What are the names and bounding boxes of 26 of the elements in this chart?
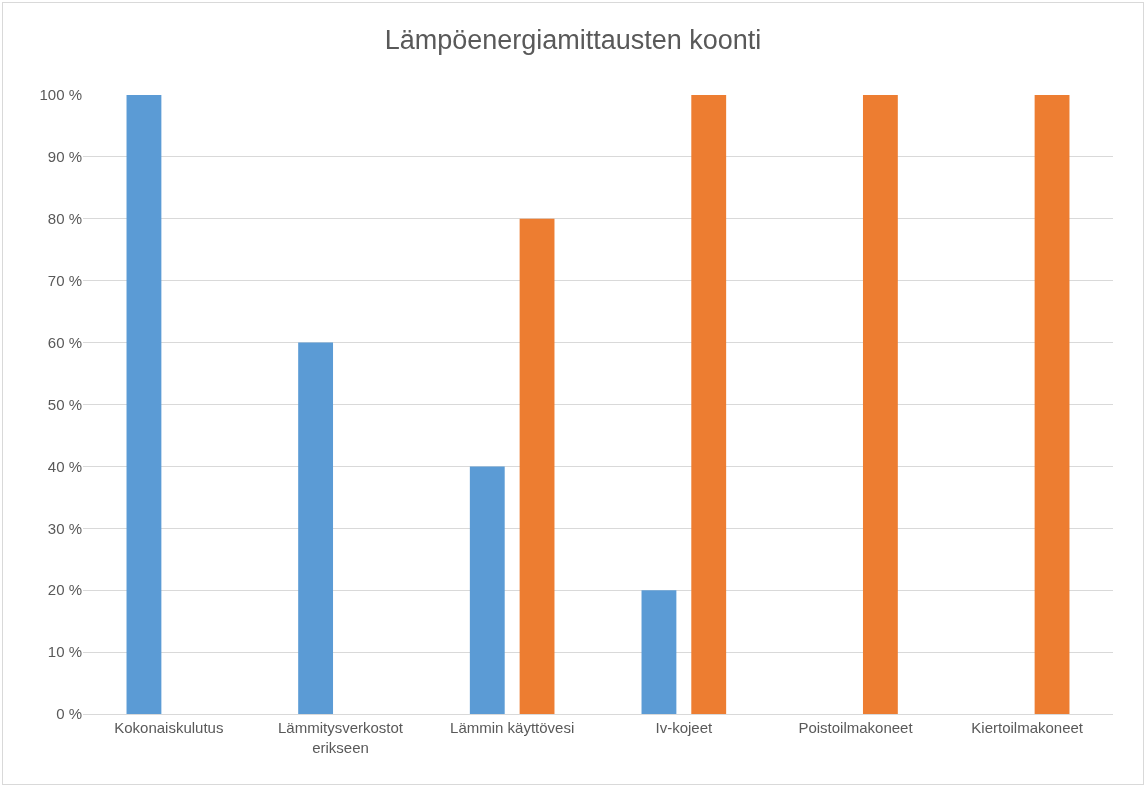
y-tick-label: 0 %	[56, 705, 82, 723]
y-tick-label: 100 %	[39, 86, 82, 104]
x-tick-label: Kiertoilmakoneet	[971, 719, 1084, 736]
x-tick-label: Iv-kojeet	[655, 719, 713, 736]
y-tick-label: 40 %	[47, 457, 82, 475]
bar	[691, 95, 727, 714]
bar	[519, 218, 555, 714]
bar	[126, 95, 162, 714]
y-tick-label: 20 %	[47, 581, 82, 599]
y-tick-label: 80 %	[47, 210, 82, 228]
y-tick-label: 10 %	[47, 643, 82, 661]
bar	[862, 95, 898, 714]
y-tick-label: 60 %	[47, 333, 82, 351]
x-tick-label: Lämmin käyttövesi	[450, 719, 575, 736]
x-tick-label: Kokonaiskulutus	[114, 719, 224, 736]
y-tick-label: 50 %	[47, 395, 82, 413]
x-tick-label: Poistoilmakoneet	[798, 719, 914, 736]
chart-title: Lämpöenergiamittausten koonti	[384, 25, 762, 56]
bar	[298, 342, 334, 714]
x-tick-label: Lämmitysverkostot erikseen	[277, 719, 404, 756]
bar	[641, 590, 677, 714]
y-tick-label: 90 %	[47, 148, 82, 166]
y-tick-label: 70 %	[47, 271, 82, 289]
bar	[1034, 95, 1070, 714]
bar	[469, 466, 505, 714]
y-tick-label: 30 %	[47, 519, 82, 537]
